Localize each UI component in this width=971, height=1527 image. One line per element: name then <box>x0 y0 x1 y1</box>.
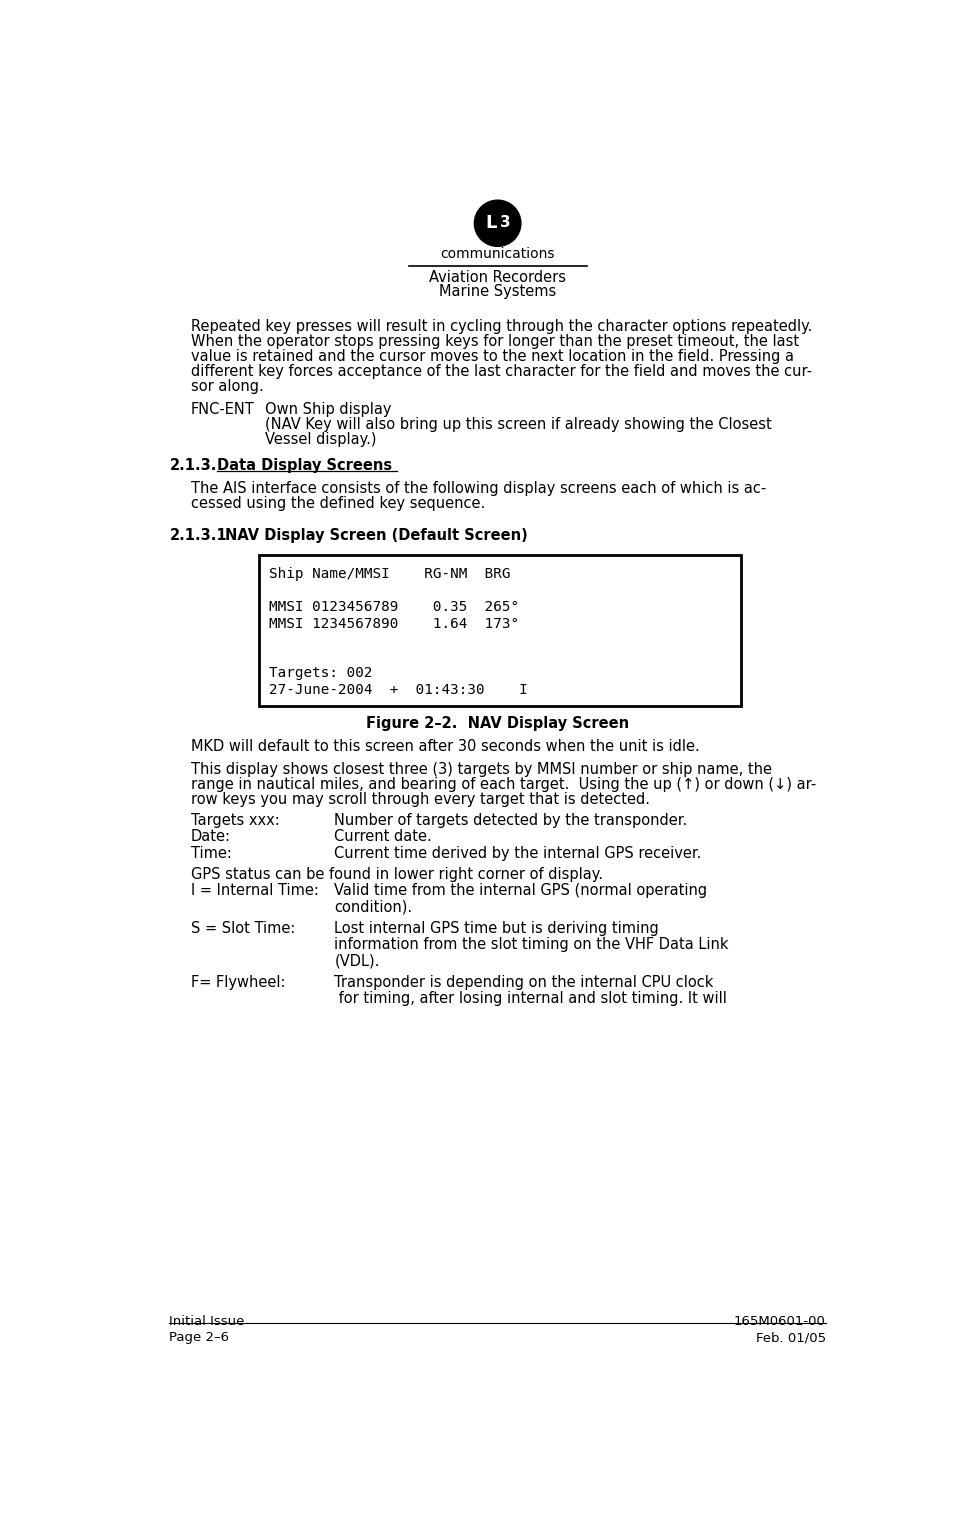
Text: When the operator stops pressing keys for longer than the preset timeout, the la: When the operator stops pressing keys fo… <box>191 334 799 348</box>
Text: Lost internal GPS time but is deriving timing: Lost internal GPS time but is deriving t… <box>334 921 659 936</box>
Text: Date:: Date: <box>191 829 231 844</box>
Text: information from the slot timing on the VHF Data Link: information from the slot timing on the … <box>334 938 729 953</box>
Text: L: L <box>486 214 497 232</box>
Text: The AIS interface consists of the following display screens each of which is ac-: The AIS interface consists of the follow… <box>191 481 766 496</box>
Text: 165M0601-00: 165M0601-00 <box>734 1315 826 1328</box>
Text: GPS status can be found in lower right corner of display.: GPS status can be found in lower right c… <box>191 867 603 883</box>
Text: FNC-ENT: FNC-ENT <box>191 402 254 417</box>
Text: different key forces acceptance of the last character for the field and moves th: different key forces acceptance of the l… <box>191 363 813 379</box>
Text: Current date.: Current date. <box>334 829 432 844</box>
Text: value is retained and the cursor moves to the next location in the field. Pressi: value is retained and the cursor moves t… <box>191 350 794 363</box>
Text: NAV Display Screen (Default Screen): NAV Display Screen (Default Screen) <box>225 528 528 542</box>
Text: Current time derived by the internal GPS receiver.: Current time derived by the internal GPS… <box>334 846 702 861</box>
Text: 2.1.3.1: 2.1.3.1 <box>169 528 227 542</box>
Text: MMSI 1234567890    1.64  173°: MMSI 1234567890 1.64 173° <box>269 617 519 631</box>
Text: 2.1.3.: 2.1.3. <box>169 458 217 472</box>
Text: Marine Systems: Marine Systems <box>439 284 556 299</box>
Text: for timing, after losing internal and slot timing. It will: for timing, after losing internal and sl… <box>334 991 727 1006</box>
Text: range in nautical miles, and bearing of each target.  Using the up (↑) or down (: range in nautical miles, and bearing of … <box>191 777 817 793</box>
Text: S = Slot Time:: S = Slot Time: <box>191 921 295 936</box>
Text: condition).: condition). <box>334 899 413 915</box>
Text: Page 2–6: Page 2–6 <box>169 1332 229 1344</box>
Text: Valid time from the internal GPS (normal operating: Valid time from the internal GPS (normal… <box>334 883 708 898</box>
Text: Initial Issue: Initial Issue <box>169 1315 245 1328</box>
Text: F= Flywheel:: F= Flywheel: <box>191 974 285 989</box>
Text: I = Internal Time:: I = Internal Time: <box>191 883 319 898</box>
Text: MMSI 0123456789    0.35  265°: MMSI 0123456789 0.35 265° <box>269 600 519 614</box>
Text: row keys you may scroll through every target that is detected.: row keys you may scroll through every ta… <box>191 793 651 806</box>
Text: communications: communications <box>441 247 554 261</box>
Text: sor along.: sor along. <box>191 379 264 394</box>
Text: 27-June-2004  +  01:43:30    I: 27-June-2004 + 01:43:30 I <box>269 683 528 696</box>
Text: Data Display Screens: Data Display Screens <box>218 458 392 472</box>
Text: Own Ship display: Own Ship display <box>265 402 391 417</box>
Text: cessed using the defined key sequence.: cessed using the defined key sequence. <box>191 496 486 510</box>
Text: Repeated key presses will result in cycling through the character options repeat: Repeated key presses will result in cycl… <box>191 319 813 334</box>
Text: MKD will default to this screen after 30 seconds when the unit is idle.: MKD will default to this screen after 30… <box>191 739 700 754</box>
Bar <box>259 556 741 707</box>
Text: This display shows closest three (3) targets by MMSI number or ship name, the: This display shows closest three (3) tar… <box>191 762 772 777</box>
Text: 3: 3 <box>500 215 511 231</box>
Text: Time:: Time: <box>191 846 232 861</box>
Text: Transponder is depending on the internal CPU clock: Transponder is depending on the internal… <box>334 974 714 989</box>
Text: Vessel display.): Vessel display.) <box>265 432 376 447</box>
Text: Targets: 002: Targets: 002 <box>269 666 373 681</box>
Text: Number of targets detected by the transponder.: Number of targets detected by the transp… <box>334 814 687 828</box>
Text: Targets xxx:: Targets xxx: <box>191 814 280 828</box>
Circle shape <box>475 200 520 246</box>
Text: Feb. 01/05: Feb. 01/05 <box>755 1332 826 1344</box>
Text: Aviation Recorders: Aviation Recorders <box>429 270 566 284</box>
Text: Ship Name/MMSI    RG-NM  BRG: Ship Name/MMSI RG-NM BRG <box>269 567 511 580</box>
Text: (VDL).: (VDL). <box>334 953 380 968</box>
Text: (NAV Key will also bring up this screen if already showing the Closest: (NAV Key will also bring up this screen … <box>265 417 772 432</box>
Text: Figure 2–2.  NAV Display Screen: Figure 2–2. NAV Display Screen <box>366 716 629 731</box>
